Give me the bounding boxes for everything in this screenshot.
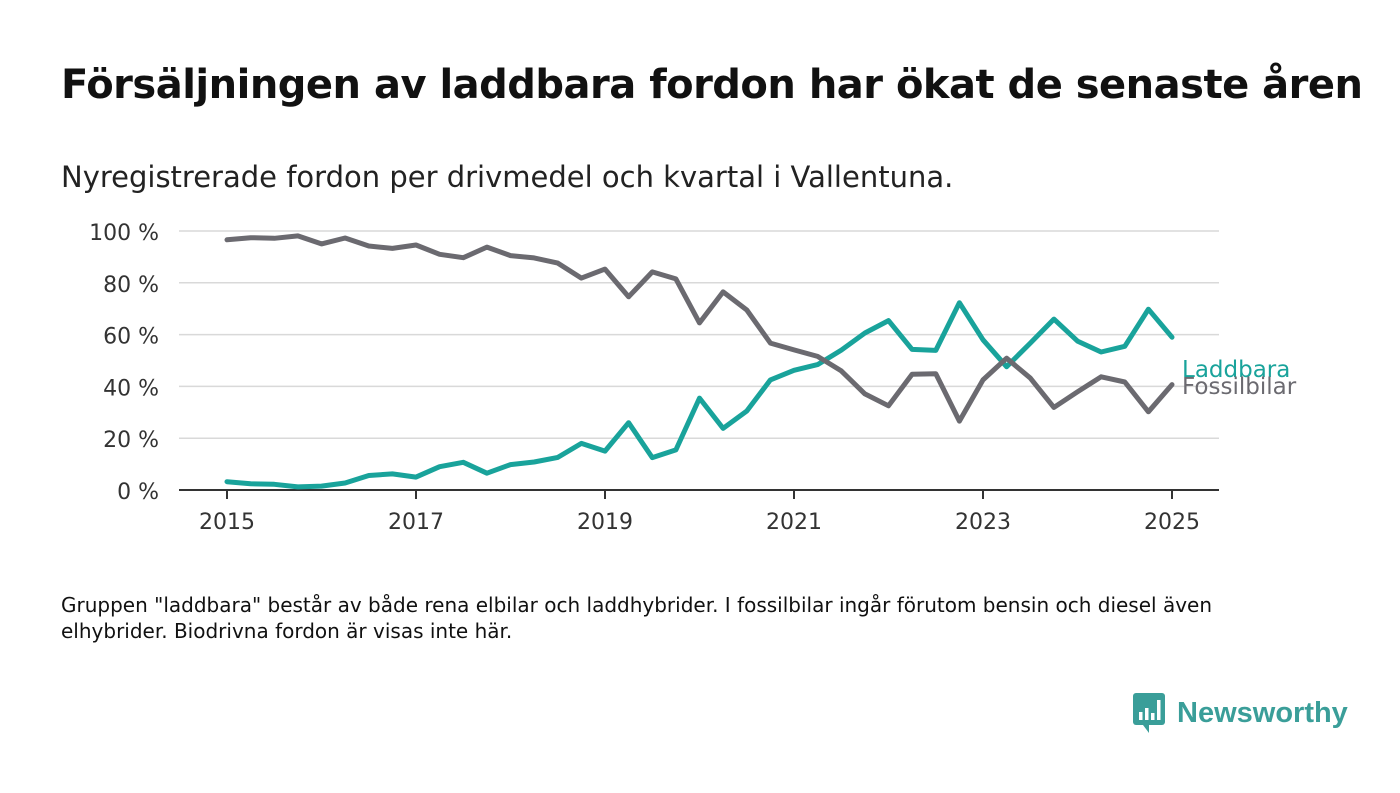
line-chart: 0 % 20 % 40 % 60 % 80 % 100 % 2015 2017 2019 202…: [89, 221, 1297, 535]
series-label-laddbara: Laddbara: [1182, 357, 1290, 383]
x-tick-label: 2021: [766, 510, 822, 535]
y-axis-ticks: 0 % 20 % 40 % 60 % 80 % 100 %: [89, 221, 159, 505]
y-tick-label: 100 %: [89, 221, 159, 246]
y-tick-label: 60 %: [103, 325, 159, 350]
y-tick-label: 0 %: [117, 480, 159, 505]
series-line-fossilbilar: [224, 233, 1175, 424]
newsworthy-brand[interactable]: Newsworthy: [1133, 693, 1348, 733]
chart-footnote: Gruppen "laddbara" består av både rena e…: [61, 593, 1213, 643]
x-tick-label: 2019: [577, 510, 633, 535]
brand-name: Newsworthy: [1177, 696, 1348, 729]
x-axis: 2015 2017 2019 2021 2023 2025: [179, 489, 1219, 535]
series-label-fossilbilar: Fossilbilar: [1182, 374, 1297, 400]
x-tick-label: 2023: [955, 510, 1011, 535]
x-tick-label: 2015: [199, 510, 255, 535]
x-tick-label: 2025: [1144, 510, 1200, 535]
series-line-laddbara: [224, 300, 1175, 490]
x-tick-label: 2017: [388, 510, 444, 535]
grid-lines: [179, 230, 1219, 439]
chart-subtitle: Nyregistrerade fordon per drivmedel och …: [61, 160, 954, 194]
chart-title: Försäljningen av laddbara fordon har öka…: [61, 62, 1363, 108]
newsworthy-logo-icon: [1133, 693, 1165, 733]
y-tick-label: 40 %: [103, 376, 159, 401]
y-tick-label: 80 %: [103, 273, 159, 298]
y-tick-label: 20 %: [103, 428, 159, 453]
series-lines: [224, 233, 1175, 490]
